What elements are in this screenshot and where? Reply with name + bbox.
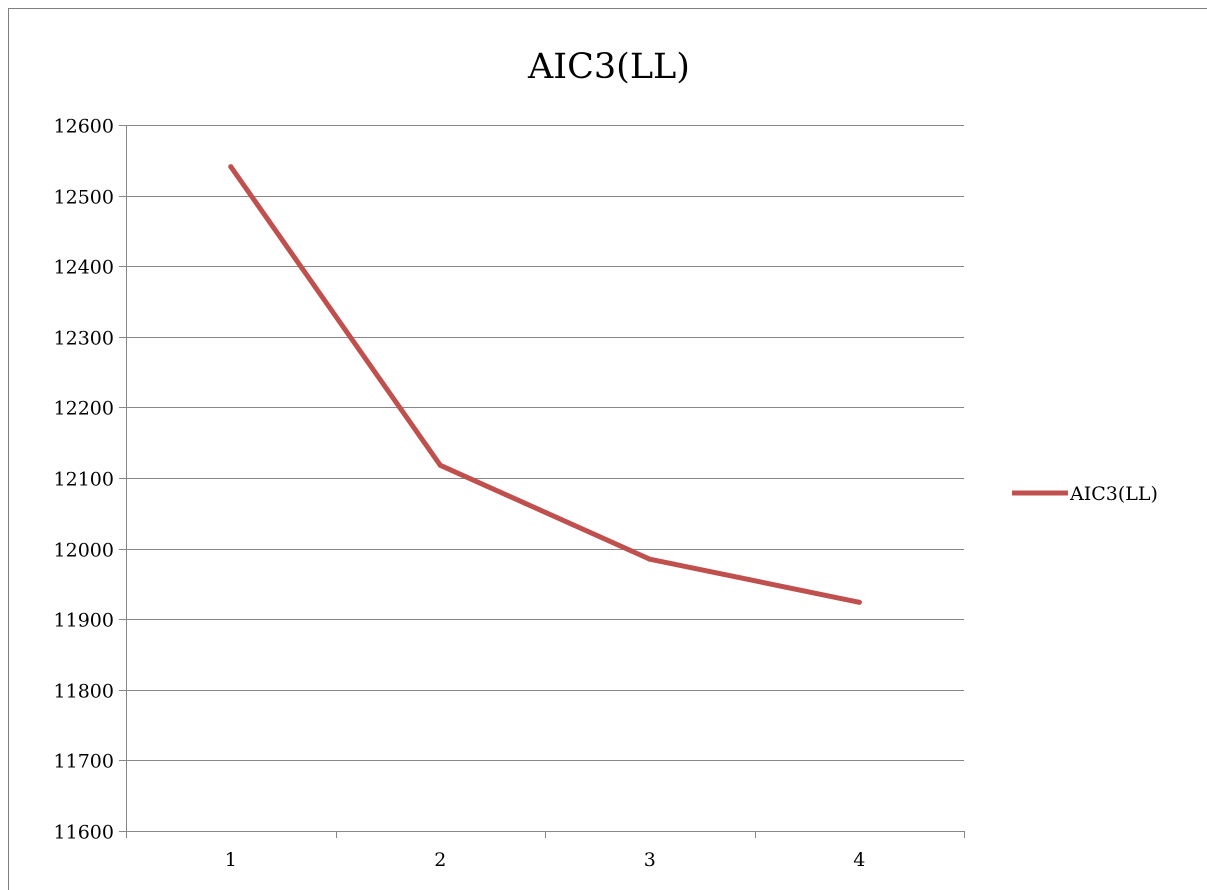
data-point [437,462,443,468]
y-tick-label: 12500 [54,187,114,209]
y-tick-label: 12100 [54,469,114,491]
x-tick-label: 3 [644,849,656,871]
chart-frame [8,8,1207,890]
series-layer [228,164,862,605]
chart-title: AIC3(LL) [527,47,690,87]
x-tick-label: 1 [225,849,237,871]
series-line [228,164,862,605]
y-tick-label: 11900 [54,610,114,632]
y-tick-label: 12400 [54,257,114,279]
x-tick-label: 4 [853,849,865,871]
x-tick-label: 2 [434,849,446,871]
y-tick-label: 12000 [54,540,114,562]
y-tick-label: 12200 [54,398,114,420]
y-tick-label: 12300 [54,328,114,350]
axes: 11600 11700 11800 11900 12000 12100 12200 12300… [54,116,965,871]
y-tick-label: 11800 [54,681,114,703]
y-tick-label: 11700 [54,751,114,773]
gridlines [126,125,964,761]
data-point [228,164,234,170]
y-tick-label: 11600 [54,822,114,844]
y-tick-label: 12600 [54,116,114,138]
data-point [647,556,653,562]
legend-label: AIC3(LL) [1069,483,1158,505]
data-point [856,599,862,605]
legend: AIC3(LL) [1012,483,1158,505]
